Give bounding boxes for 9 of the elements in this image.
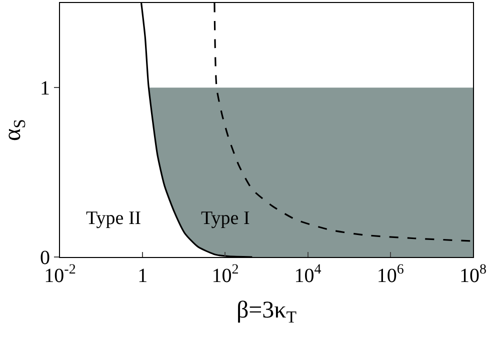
annotation: Type I xyxy=(201,208,250,229)
annotation: Type II xyxy=(86,208,142,229)
x-tick-label: 10$^{2}$ xyxy=(212,262,239,287)
x-tick-label: 1 xyxy=(138,265,148,287)
x-tick-label: 10$^{8}$ xyxy=(460,262,486,287)
x-axis-title: β=3κ$_{T}$ xyxy=(236,297,297,326)
y-tick-label: 0 xyxy=(40,247,50,269)
x-tick-label: 10$^{6}$ xyxy=(376,262,404,287)
x-tick-label: 10$^{4}$ xyxy=(294,262,322,287)
